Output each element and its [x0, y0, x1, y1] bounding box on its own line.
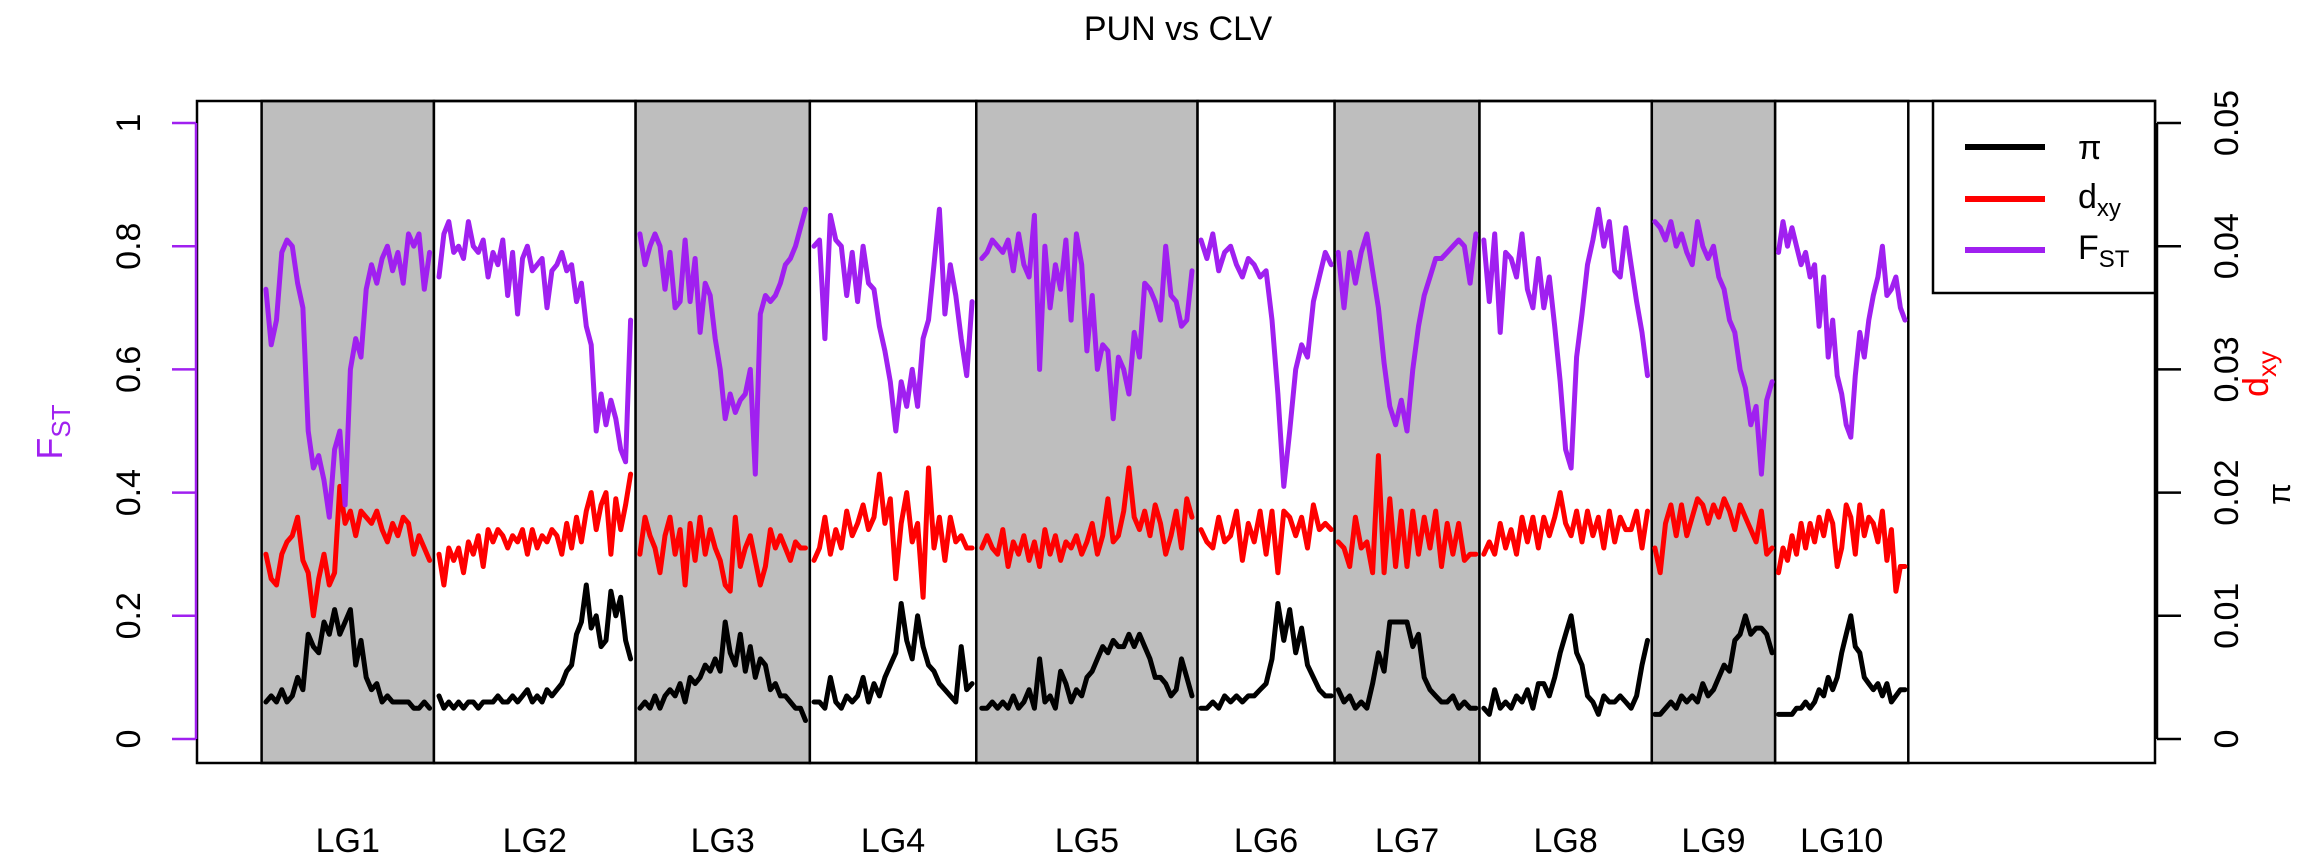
dxy-series-lg4: [811, 465, 975, 600]
right-axis-tick-label: 0.04: [2208, 213, 2246, 279]
legend-label-pi: π: [2078, 129, 2101, 167]
dxy-series-lg6: [1198, 502, 1334, 576]
chart-title: PUN vs CLV: [1084, 10, 1273, 48]
pi-series-lg3: [637, 619, 808, 723]
pi-series-lg5: [979, 631, 1195, 711]
linkage-group-label: LG8: [1534, 822, 1598, 860]
right-axis-title-pi: π: [2261, 483, 2297, 505]
fst-series-lg3: [637, 206, 808, 477]
fst-series-lg9: [1652, 219, 1775, 477]
linkage-group-label: LG4: [861, 822, 925, 860]
linkage-group-shading: [260, 99, 1910, 765]
linkage-group-band-6: [1196, 99, 1336, 765]
legend: π dxy FST: [1931, 99, 2157, 295]
pi-series-lg10: [1776, 613, 1908, 717]
fst-series-lg5: [979, 212, 1195, 422]
pi-series-lg2: [436, 582, 634, 711]
left-axis-title: FST: [29, 404, 76, 459]
right-axis-title-dxy: dxy: [2235, 351, 2282, 397]
legend-label-dxy-main: d: [2078, 178, 2097, 216]
linkage-group-label: LG5: [1055, 822, 1119, 860]
linkage-group-band-5: [975, 99, 1199, 765]
legend-label-dxy: dxy: [2078, 178, 2121, 222]
pi-series-lg4: [811, 601, 975, 711]
fst-series-lg8: [1481, 206, 1650, 471]
linkage-group-label: LG3: [691, 822, 755, 860]
fst-series-lg4: [811, 206, 975, 434]
left-axis-tick-label: 0: [110, 730, 148, 749]
linkage-group-label: LG1: [316, 822, 380, 860]
dxy-series-lg3: [637, 514, 808, 594]
right-axis-dxy-pi: 0 0.01 0.02 0.03 0.04 0.05: [2155, 90, 2246, 749]
dxy-series-lg10: [1776, 502, 1908, 594]
pi-series-lg9: [1652, 613, 1775, 717]
dxy-series-lg9: [1652, 496, 1775, 576]
linkage-group-label: LG6: [1234, 822, 1298, 860]
linkage-group-label: LG2: [503, 822, 567, 860]
fst-series-lg10: [1776, 219, 1908, 440]
legend-label-fst-sub: ST: [2099, 246, 2130, 273]
left-axis-title-sub: ST: [46, 404, 76, 437]
right-axis-tick-label: 0.01: [2208, 583, 2246, 649]
legend-label-fst-main: F: [2078, 229, 2099, 267]
pi-series-lg6: [1198, 601, 1334, 711]
dxy-series-lg7: [1335, 453, 1479, 576]
dxy-series-lg5: [979, 465, 1195, 569]
right-axis-tick-label: 0.03: [2208, 336, 2246, 402]
dxy-series-lg2: [436, 471, 634, 588]
fst-series-lg7: [1335, 231, 1479, 434]
right-axis-title-dxy-sub: xy: [2252, 351, 2282, 377]
left-axis-fst: 0 0.2 0.4 0.6 0.8 1: [110, 114, 198, 749]
linkage-group-label: LG9: [1681, 822, 1745, 860]
fst-series-lg2: [436, 219, 634, 465]
linkage-group-labels: LG1 LG2 LG3 LG4 LG5 LG6 LG7 LG8 LG9 LG10: [316, 822, 1884, 860]
linkage-group-label: LG10: [1800, 822, 1883, 860]
linkage-group-band-9: [1650, 99, 1777, 765]
pi-series-lg7: [1335, 619, 1479, 711]
linkage-group-label: LG7: [1375, 822, 1439, 860]
left-axis-tick-label: 0.6: [110, 346, 148, 393]
pi-series-lg8: [1481, 613, 1650, 717]
legend-label-dxy-sub: xy: [2097, 195, 2121, 222]
right-axis-tick-label: 0.05: [2208, 90, 2246, 156]
left-axis-tick-label: 0.4: [110, 469, 148, 516]
chart-series-lines: [263, 206, 1908, 723]
right-axis-tick-label: 0: [2208, 730, 2246, 749]
right-axis-title-dxy-main: d: [2235, 377, 2276, 397]
dxy-series-lg1: [263, 483, 433, 619]
dxy-series-lg8: [1481, 490, 1650, 557]
right-axis-tick-label: 0.02: [2208, 460, 2246, 526]
legend-label-pi-main: π: [2078, 129, 2101, 167]
linkage-group-band-2: [432, 99, 637, 765]
pi-series-lg1: [263, 607, 433, 711]
fst-series-lg1: [263, 231, 433, 520]
legend-label-fst: FST: [2078, 229, 2130, 273]
left-axis-tick-label: 0.8: [110, 223, 148, 270]
left-axis-title-main: F: [29, 438, 70, 460]
left-axis-tick-label: 0.2: [110, 592, 148, 639]
fst-series-lg6: [1198, 231, 1334, 489]
left-axis-tick-label: 1: [110, 114, 148, 133]
